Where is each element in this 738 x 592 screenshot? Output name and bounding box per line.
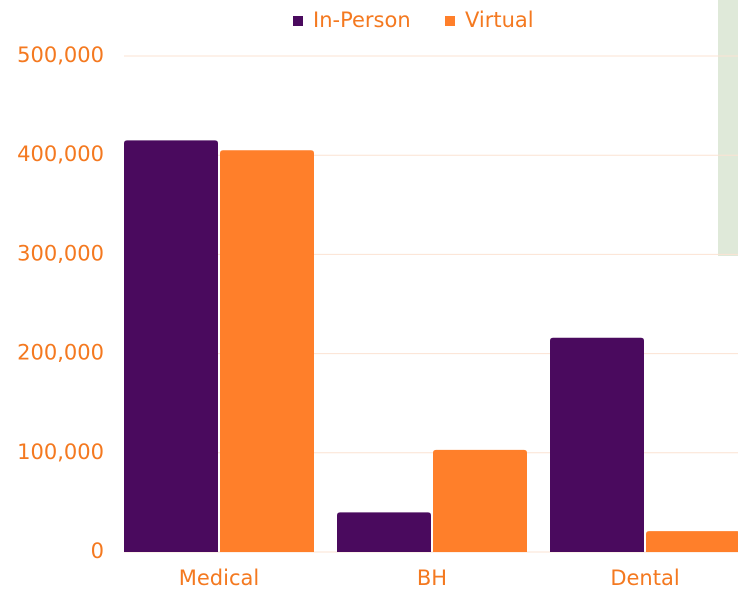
page: {"chart_data": {"type": "bar", "categori…	[0, 0, 738, 592]
bar	[337, 512, 431, 552]
bar	[124, 140, 218, 552]
y-tick-label: 0	[91, 539, 104, 563]
legend-marker	[445, 16, 455, 26]
y-tick-label: 400,000	[17, 142, 104, 166]
x-tick-label: Medical	[179, 566, 259, 590]
legend-label[interactable]: Virtual	[465, 8, 534, 32]
legend-marker	[293, 16, 303, 26]
background-map-fragment	[718, 0, 738, 256]
x-tick-label: Dental	[610, 566, 679, 590]
bar	[433, 450, 527, 552]
y-tick-label: 200,000	[17, 341, 104, 365]
y-tick-label: 300,000	[17, 241, 104, 265]
y-tick-label: 100,000	[17, 440, 104, 464]
chart: 0 100,000 200,000 300,000 400,000 500,000 Medi…	[0, 0, 738, 592]
y-tick-label: 500,000	[17, 43, 104, 67]
bar	[220, 150, 314, 552]
legend-label[interactable]: In-Person	[313, 8, 411, 32]
bar	[550, 338, 644, 552]
x-tick-label: BH	[417, 566, 447, 590]
bar	[646, 531, 738, 552]
